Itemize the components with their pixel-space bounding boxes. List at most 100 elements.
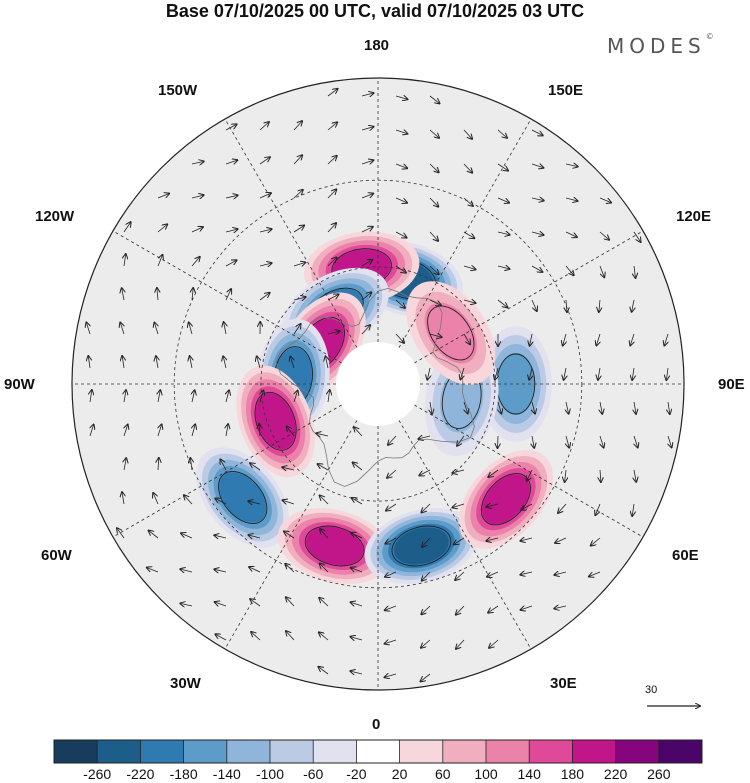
wind-arrow — [318, 667, 329, 675]
wind-arrow — [520, 572, 533, 575]
wind-arrow — [430, 401, 432, 414]
wind-arrow — [395, 231, 407, 238]
wind-arrow — [259, 193, 271, 199]
wind-arrow — [565, 164, 578, 167]
wind-arrow — [395, 299, 405, 308]
wind-arrow — [600, 401, 602, 414]
wind-arrow — [215, 602, 227, 606]
wind-arrow — [498, 435, 499, 448]
anomaly-contour — [424, 302, 477, 364]
wind-arrow — [531, 164, 543, 168]
wind-arrow — [249, 567, 261, 573]
meridian — [112, 230, 379, 385]
wind-arrow — [225, 289, 231, 301]
wind-arrow — [634, 265, 636, 278]
wind-arrow — [88, 356, 90, 369]
wind-arrow — [287, 427, 295, 437]
wind-arrow — [599, 299, 600, 312]
meridian — [377, 383, 532, 650]
wind-arrow — [250, 599, 261, 607]
wind-arrow — [387, 469, 397, 478]
wind-arrow — [260, 391, 263, 403]
wind-arrow — [326, 356, 329, 369]
colorbar-swatch — [486, 740, 530, 763]
lon-label-60w: 60W — [41, 547, 72, 564]
wind-arrow — [664, 333, 668, 346]
wind-arrow — [286, 631, 295, 641]
wind-arrow — [327, 331, 340, 334]
wind-arrow — [457, 435, 465, 446]
wind-arrow — [666, 367, 668, 380]
wind-arrow — [354, 427, 363, 437]
wind-arrow — [90, 390, 92, 403]
lon-label-0: 0 — [372, 716, 381, 733]
wind-arrow — [554, 572, 567, 575]
wind-arrow — [259, 263, 272, 266]
streamline — [391, 525, 452, 567]
wind-arrow — [157, 194, 169, 199]
wind-arrow — [191, 195, 204, 198]
wind-arrow — [294, 391, 298, 403]
wind-arrow — [191, 227, 203, 233]
wind-arrow — [147, 568, 159, 573]
wind-arrow — [192, 288, 193, 301]
wind-arrow — [558, 503, 567, 513]
wind-arrow — [633, 231, 641, 242]
wind-arrow — [532, 435, 534, 448]
wind-arrow — [385, 537, 397, 544]
wind-arrow — [224, 322, 226, 335]
anomaly-contour — [219, 472, 267, 523]
wind-arrow — [429, 163, 439, 172]
colorbar-swatch — [442, 740, 487, 763]
wind-arrow — [600, 435, 604, 448]
colorbar-tick-label: 20 — [391, 766, 408, 782]
wind-arrow — [634, 469, 636, 482]
wind-arrow — [385, 571, 397, 577]
wind-arrow — [156, 356, 158, 369]
wind-arrow — [327, 223, 336, 233]
wind-arrow — [223, 356, 226, 369]
wind-arrow — [421, 503, 431, 512]
colorbar-tick-label: 220 — [603, 766, 628, 782]
lon-label-30e: 30E — [550, 675, 577, 692]
wind-arrow — [361, 292, 371, 301]
wind-arrow — [566, 299, 567, 312]
wind-arrow — [293, 324, 301, 335]
wind-arrow — [632, 503, 634, 516]
lon-label-60e: 60E — [672, 547, 699, 564]
wind-arrow — [632, 367, 634, 380]
wind-arrow — [566, 401, 569, 414]
wind-arrow — [327, 189, 336, 199]
wind-arrow — [463, 163, 472, 173]
wind-arrow — [427, 367, 430, 380]
wind-arrow — [520, 538, 533, 541]
wind-arrow — [293, 262, 305, 266]
wind-arrow — [361, 127, 374, 130]
wind-arrow — [214, 569, 227, 572]
wind-arrow — [565, 265, 574, 275]
colorbar-swatch — [183, 740, 228, 763]
meridian — [112, 383, 379, 538]
wind-arrow — [531, 198, 544, 201]
lon-label-30w: 30W — [170, 675, 201, 692]
colorbar-swatch — [658, 740, 703, 763]
graticule — [72, 78, 684, 690]
colorbar-swatch — [399, 740, 444, 763]
anomaly-contour — [482, 474, 530, 525]
wind-arrow — [122, 492, 124, 505]
wind-arrow — [599, 231, 609, 240]
wind-arrow — [521, 606, 533, 610]
anomaly-contour — [496, 353, 536, 415]
wind-arrow — [123, 222, 131, 233]
wind-arrow — [385, 640, 397, 644]
wind-arrow — [293, 155, 302, 165]
wind-arrow — [225, 260, 237, 267]
wind-arrow — [596, 333, 600, 345]
colorbar-swatch — [54, 740, 98, 763]
wind-arrow — [180, 603, 193, 606]
wind-arrow — [565, 231, 577, 237]
polar-blank-area — [336, 342, 420, 426]
wind-arrow — [192, 390, 195, 403]
wind-arrow — [158, 425, 162, 437]
lon-label-90w: 90W — [4, 376, 35, 393]
